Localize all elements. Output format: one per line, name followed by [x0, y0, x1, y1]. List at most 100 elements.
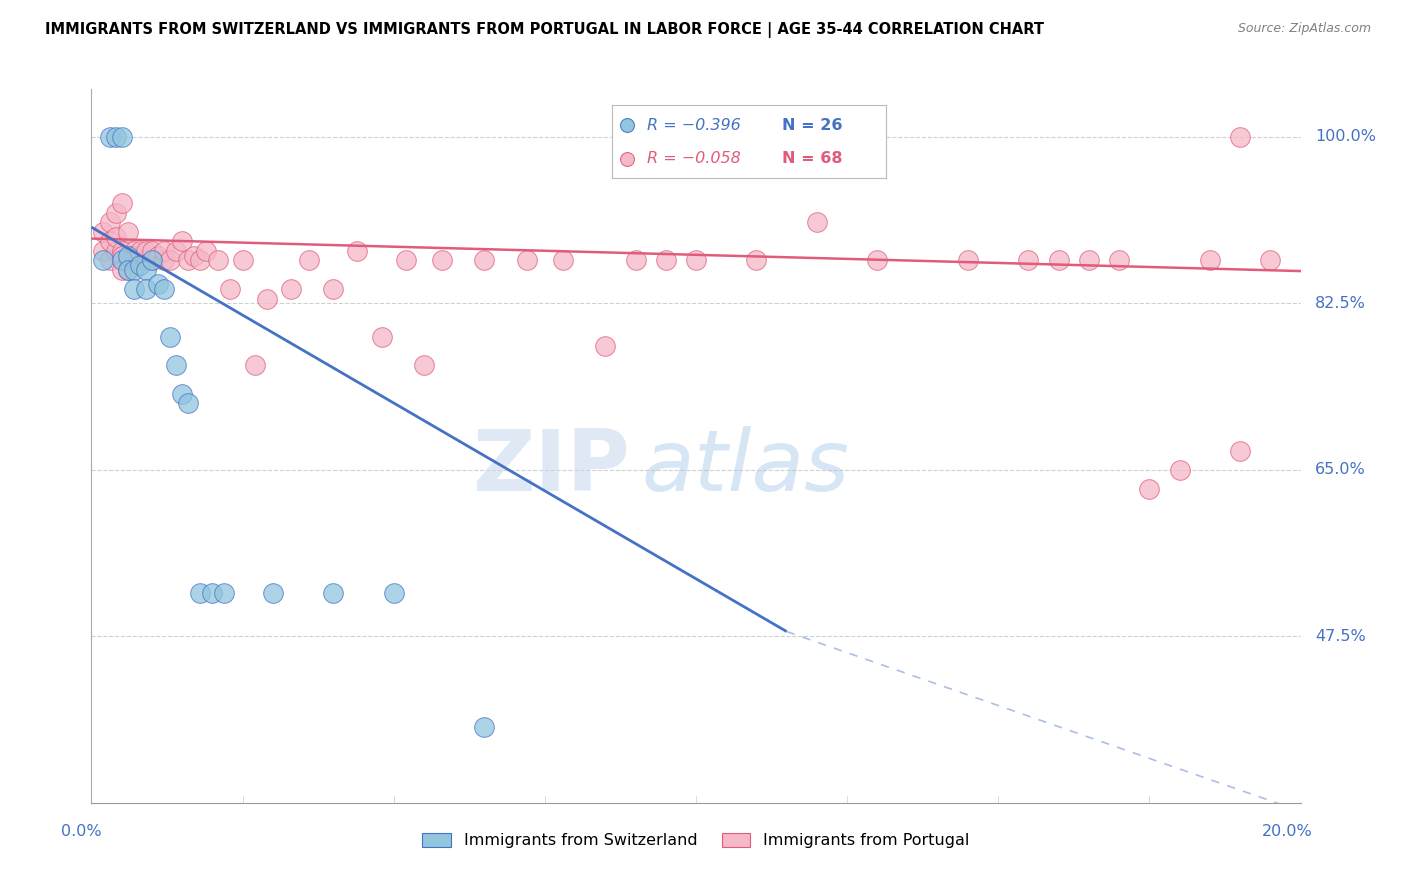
Point	[280, 282, 302, 296]
Text: R = −0.058: R = −0.058	[647, 151, 741, 166]
Point	[135, 263, 157, 277]
Point	[616, 118, 638, 132]
Point	[111, 244, 132, 258]
Point	[413, 358, 436, 372]
Point	[806, 215, 828, 229]
Point	[117, 249, 139, 263]
Point	[93, 225, 115, 239]
Point	[243, 358, 266, 372]
Point	[172, 386, 194, 401]
Point	[146, 249, 169, 263]
Point	[1077, 253, 1099, 268]
Point	[128, 244, 150, 258]
Point	[135, 282, 157, 296]
Point	[1260, 253, 1282, 268]
Text: Source: ZipAtlas.com: Source: ZipAtlas.com	[1237, 22, 1371, 36]
Point	[1018, 253, 1040, 268]
Point	[346, 244, 368, 258]
Point	[165, 358, 187, 372]
Point	[370, 329, 392, 343]
Point	[98, 129, 121, 144]
Point	[322, 586, 344, 600]
Point	[93, 253, 115, 268]
Point	[1047, 253, 1070, 268]
Point	[1168, 463, 1191, 477]
Point	[262, 586, 284, 600]
Point	[188, 253, 211, 268]
Point	[395, 253, 418, 268]
Text: 0.0%: 0.0%	[62, 823, 101, 838]
Point	[141, 253, 163, 268]
Point	[117, 263, 139, 277]
Point	[141, 253, 163, 268]
Text: IMMIGRANTS FROM SWITZERLAND VS IMMIGRANTS FROM PORTUGAL IN LABOR FORCE | AGE 35-: IMMIGRANTS FROM SWITZERLAND VS IMMIGRANT…	[45, 22, 1045, 38]
Point	[1139, 482, 1161, 496]
Point	[98, 235, 121, 249]
Point	[231, 253, 253, 268]
Point	[595, 339, 617, 353]
Text: ZIP: ZIP	[472, 425, 630, 509]
Text: 100.0%: 100.0%	[1315, 129, 1376, 145]
Point	[104, 229, 127, 244]
Point	[104, 244, 127, 258]
Point	[111, 253, 132, 268]
Point	[183, 249, 205, 263]
Point	[172, 235, 194, 249]
Point	[472, 720, 495, 734]
Point	[141, 244, 163, 258]
Point	[1108, 253, 1130, 268]
Point	[201, 586, 224, 600]
Text: N = 26: N = 26	[782, 118, 842, 133]
Point	[111, 249, 132, 263]
Point	[1229, 443, 1251, 458]
Text: 47.5%: 47.5%	[1315, 629, 1365, 644]
Point	[214, 586, 236, 600]
Point	[207, 253, 229, 268]
Text: N = 68: N = 68	[782, 151, 842, 166]
Legend: Immigrants from Switzerland, Immigrants from Portugal: Immigrants from Switzerland, Immigrants …	[422, 833, 970, 848]
Point	[616, 152, 638, 166]
Point	[122, 282, 145, 296]
Point	[188, 586, 211, 600]
Point	[153, 253, 176, 268]
Point	[122, 249, 145, 263]
Point	[382, 586, 405, 600]
Point	[298, 253, 321, 268]
Point	[153, 244, 176, 258]
Point	[551, 253, 574, 268]
Point	[153, 282, 176, 296]
Point	[322, 282, 344, 296]
Point	[165, 244, 187, 258]
Point	[122, 263, 145, 277]
Point	[104, 129, 127, 144]
Point	[956, 253, 979, 268]
Point	[430, 253, 453, 268]
Text: 20.0%: 20.0%	[1263, 823, 1313, 838]
Point	[472, 253, 495, 268]
Point	[624, 253, 647, 268]
Point	[177, 396, 200, 410]
Point	[98, 215, 121, 229]
Point	[195, 244, 218, 258]
Point	[135, 244, 157, 258]
Point	[256, 292, 278, 306]
Point	[128, 253, 150, 268]
Point	[516, 253, 538, 268]
Point	[117, 225, 139, 239]
Point	[159, 253, 181, 268]
Point	[1229, 129, 1251, 144]
Text: 65.0%: 65.0%	[1315, 462, 1365, 477]
Point	[117, 263, 139, 277]
Point	[159, 329, 181, 343]
Text: atlas: atlas	[641, 425, 849, 509]
Text: 82.5%: 82.5%	[1315, 296, 1367, 310]
Text: R = −0.396: R = −0.396	[647, 118, 741, 133]
Point	[177, 253, 200, 268]
Point	[866, 253, 889, 268]
Point	[1198, 253, 1220, 268]
Point	[111, 263, 132, 277]
Point	[98, 253, 121, 268]
Point	[146, 277, 169, 292]
Point	[104, 206, 127, 220]
Point	[685, 253, 707, 268]
